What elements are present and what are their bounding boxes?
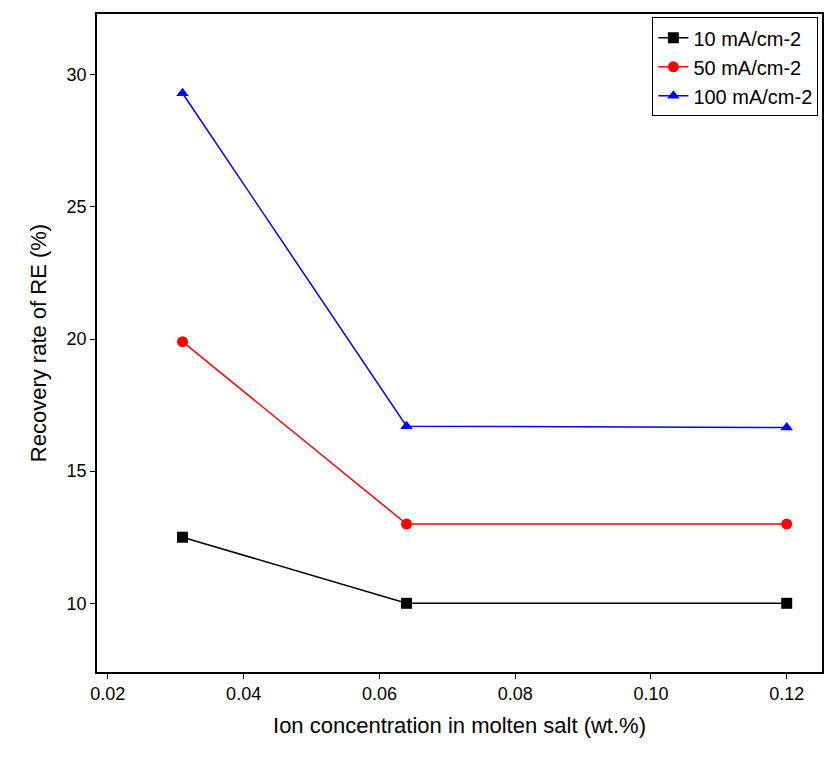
svg-text:100 mA/cm-2: 100 mA/cm-2 — [693, 86, 812, 108]
svg-text:25: 25 — [67, 197, 87, 217]
svg-text:0.10: 0.10 — [633, 684, 668, 704]
svg-text:50 mA/cm-2: 50 mA/cm-2 — [693, 57, 801, 79]
svg-text:30: 30 — [67, 65, 87, 85]
svg-text:0.02: 0.02 — [90, 684, 125, 704]
svg-text:Recovery rate of RE (%): Recovery rate of RE (%) — [26, 224, 51, 462]
svg-text:20: 20 — [67, 329, 87, 349]
svg-text:10: 10 — [67, 594, 87, 614]
svg-text:0.08: 0.08 — [498, 684, 533, 704]
svg-text:Ion concentration in molten sa: Ion concentration in molten salt (wt.%) — [273, 713, 646, 738]
svg-text:15: 15 — [67, 461, 87, 481]
svg-text:0.04: 0.04 — [226, 684, 261, 704]
svg-text:0.06: 0.06 — [362, 684, 397, 704]
svg-text:0.12: 0.12 — [769, 684, 804, 704]
svg-text:10 mA/cm-2: 10 mA/cm-2 — [693, 28, 801, 50]
